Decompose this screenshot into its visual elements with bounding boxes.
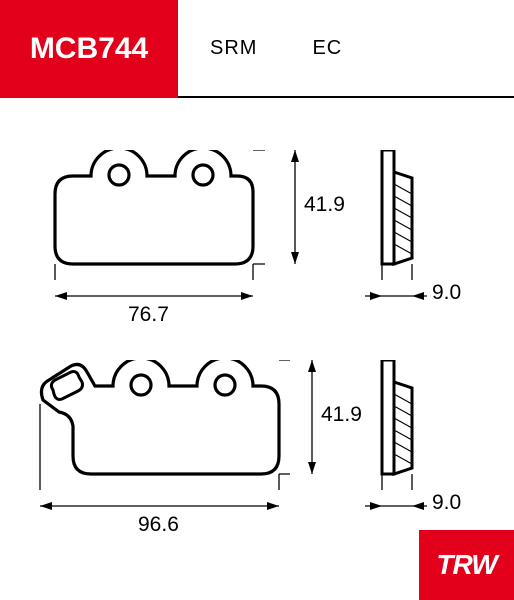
variant-2: EC [312, 37, 342, 60]
header: MCB744 SRM EC [0, 0, 514, 98]
dim-bottom-thick-label: 9.0 [432, 491, 461, 515]
dim-top-thick-label: 9.0 [432, 281, 461, 305]
pad-bottom-side [380, 360, 435, 490]
part-number: MCB744 [30, 32, 148, 66]
dim-top-width-label: 76.7 [128, 303, 169, 327]
variant-1: SRM [210, 37, 257, 60]
dim-bottom-height-label: 41.9 [321, 403, 362, 427]
pad-bottom-front [35, 360, 290, 490]
brand-logo-text: TRW [436, 549, 496, 581]
part-number-badge: MCB744 [0, 0, 178, 98]
brand-logo: TRW [419, 530, 514, 600]
variant-bar: SRM EC [178, 0, 514, 98]
figure-area: 41.9 76.7 9.0 [0, 98, 514, 530]
spec-sheet: MCB744 SRM EC [0, 0, 514, 600]
pad-top-front [35, 150, 265, 280]
dim-top-height-label: 41.9 [304, 193, 345, 217]
pad-top-side [380, 150, 435, 280]
dim-bottom-width-label: 96.6 [138, 513, 179, 537]
